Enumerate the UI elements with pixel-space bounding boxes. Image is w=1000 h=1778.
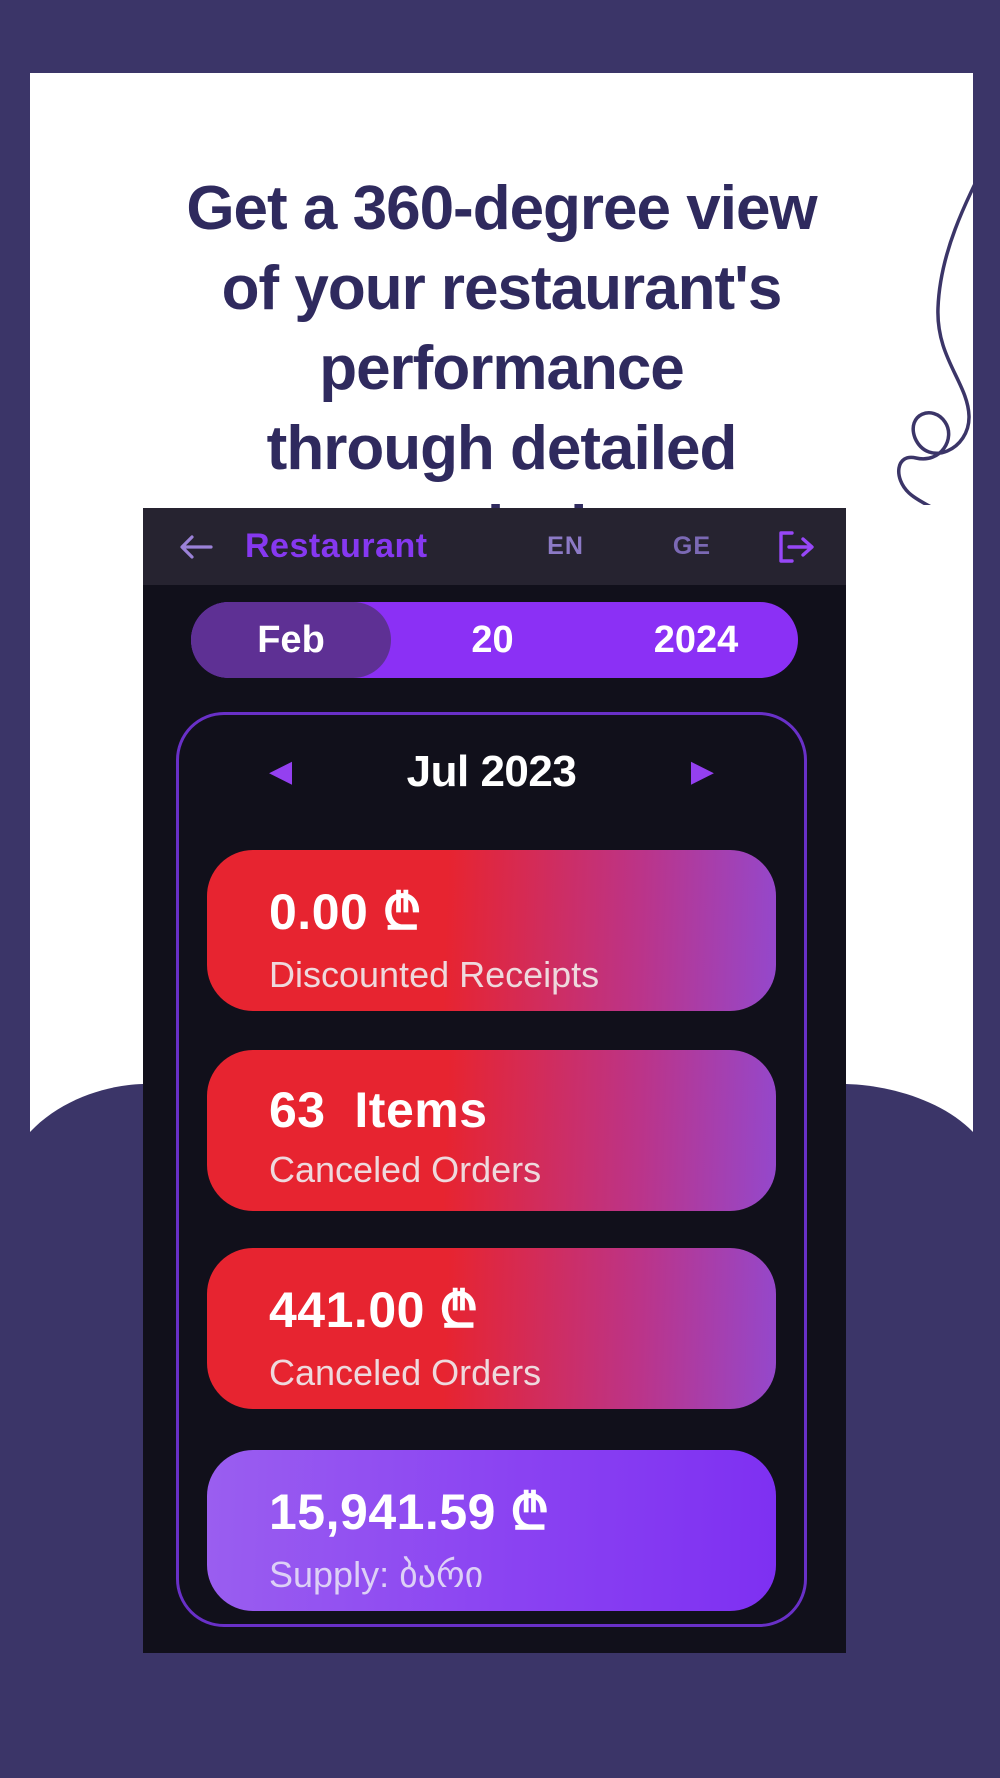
monthly-stats-panel: ◀ Jul 2023 ▶ 0.00 ₾ Discounted Receipts … <box>176 712 807 1627</box>
squiggle-decoration <box>897 169 980 505</box>
back-arrow-icon <box>180 534 213 559</box>
page-title: Restaurant <box>245 527 428 565</box>
stat-label: Discounted Receipts <box>269 953 600 995</box>
stat-card-discounted-receipts: 0.00 ₾ Discounted Receipts <box>207 850 776 1011</box>
logout-icon <box>779 530 814 563</box>
stat-value: 441.00 ₾ <box>269 1281 479 1338</box>
date-year-label: 2024 <box>653 618 739 661</box>
app-screenshot: Restaurant EN GE Feb 20 2024 ◀ <box>143 508 846 1653</box>
back-button[interactable] <box>175 532 215 562</box>
previous-month-icon[interactable]: ◀ <box>269 754 293 789</box>
date-year-segment[interactable]: 2024 <box>594 602 798 678</box>
stat-card-supply: 15,941.59 ₾ Supply: ბარი <box>207 1450 776 1611</box>
language-toggle-ge[interactable]: GE <box>672 532 711 560</box>
headline: Get a 360-degree view of your restaurant… <box>186 174 817 563</box>
stat-card-canceled-amount: 441.00 ₾ Canceled Orders <box>207 1248 776 1409</box>
stat-value: 15,941.59 ₾ <box>269 1483 550 1540</box>
stat-label: Supply: ბარი <box>269 1553 484 1595</box>
date-selector: Feb 20 2024 <box>191 602 798 678</box>
date-month-label: Feb <box>257 618 325 661</box>
stat-value: 63 Items <box>269 1081 488 1138</box>
stat-value: 0.00 ₾ <box>269 883 422 940</box>
date-month-segment[interactable]: Feb <box>191 602 391 678</box>
app-header: Restaurant EN GE <box>143 508 846 585</box>
current-month-label: Jul 2023 <box>406 747 577 796</box>
logout-button[interactable] <box>775 530 817 564</box>
date-day-label: 20 <box>471 618 514 661</box>
language-toggle-en[interactable]: EN <box>547 532 584 560</box>
stat-label: Canceled Orders <box>269 1148 542 1190</box>
next-month-icon[interactable]: ▶ <box>690 754 714 789</box>
stat-label: Canceled Orders <box>269 1351 542 1393</box>
date-day-segment[interactable]: 20 <box>391 602 594 678</box>
month-navigator: ◀ Jul 2023 ▶ <box>179 741 804 803</box>
stat-card-canceled-items: 63 Items Canceled Orders <box>207 1050 776 1211</box>
